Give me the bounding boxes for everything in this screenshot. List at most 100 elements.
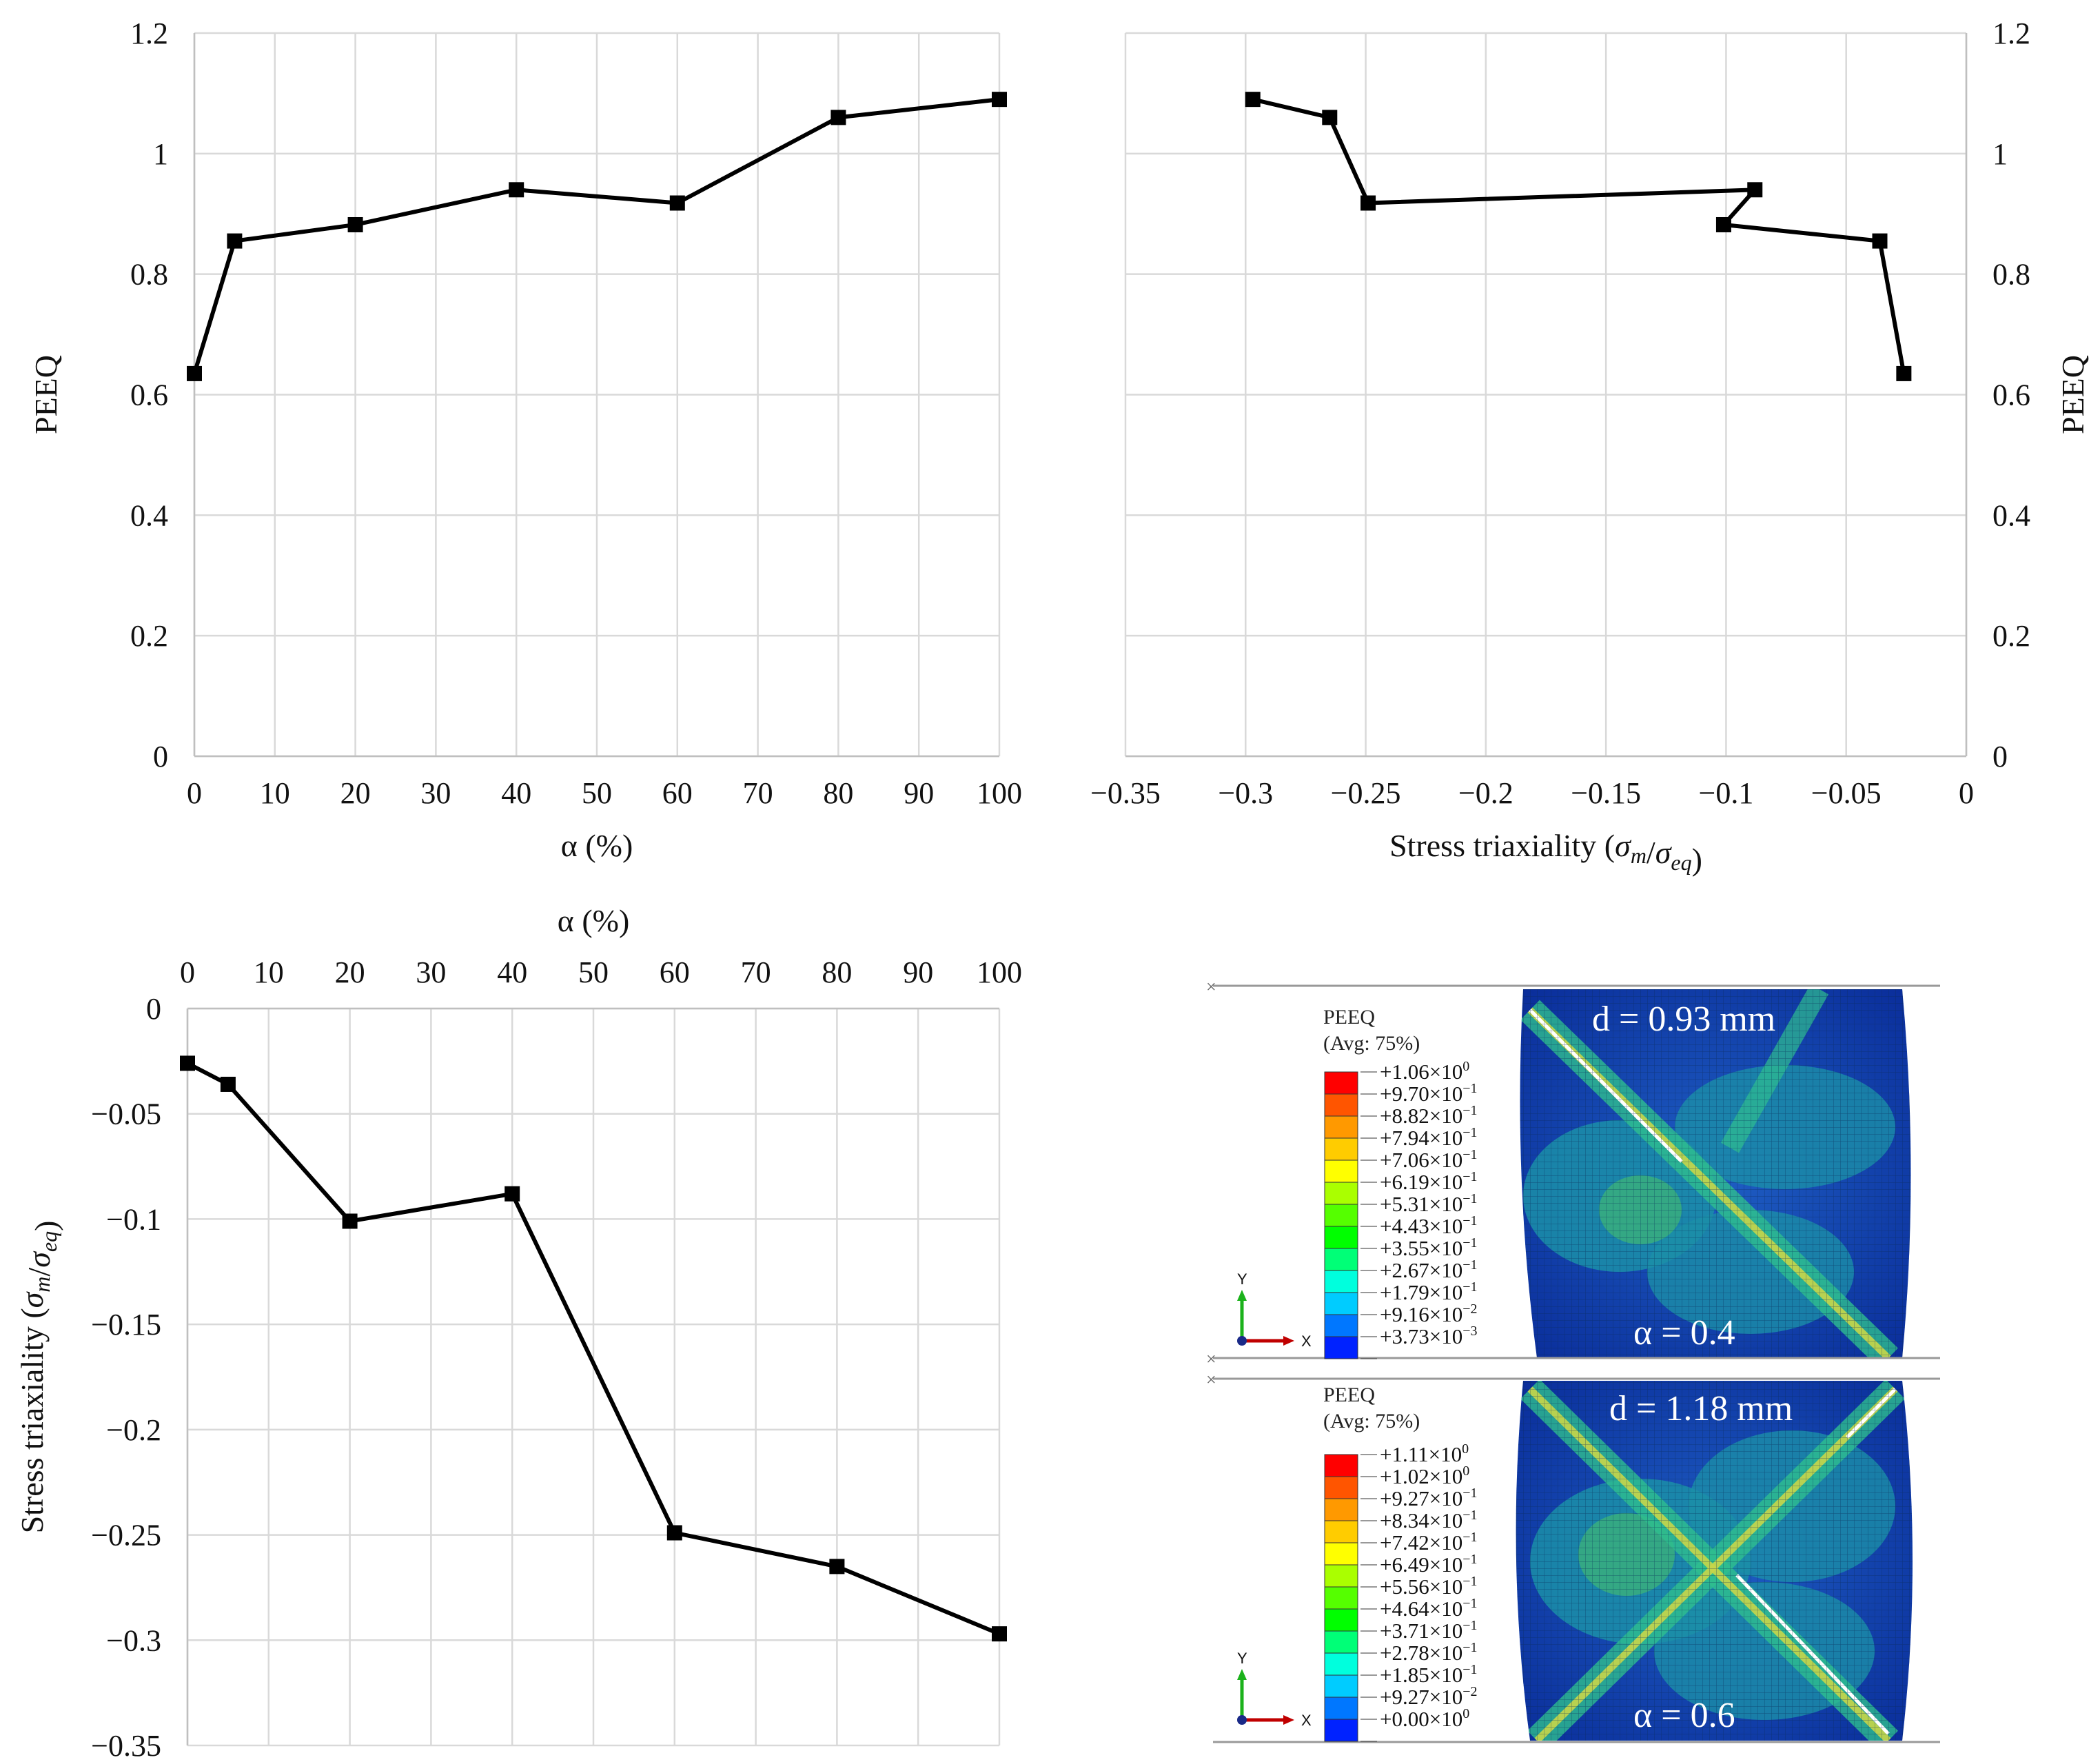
data-point	[1872, 233, 1888, 249]
y-tick-label: −0.1	[106, 1202, 161, 1236]
data-point	[1360, 195, 1376, 211]
y-axis-label: PEEQ	[2055, 355, 2090, 434]
x-tick-label: 20	[335, 955, 365, 989]
simulation-panel-1: × d = 0.93 mm α = 0.4 × PEEQ (Avg: 75%) …	[1206, 977, 1940, 1369]
chart-2: −0.35 −0.3 −0.25 −0.2 −0.15 −0.1 −0.05 00 0.2 0.4…	[1090, 17, 2090, 877]
data-point	[992, 1626, 1007, 1642]
x-tick-label: −0.35	[1090, 776, 1161, 810]
legend-swatch	[1324, 1476, 1358, 1499]
x-tick-label: 80	[823, 776, 853, 810]
data-point	[1715, 216, 1731, 232]
legend-swatch	[1324, 1160, 1358, 1183]
legend-value: +7.42×10−1	[1380, 1530, 1478, 1555]
x-tick-label: 70	[743, 776, 773, 810]
legend-value: +3.73×10−3	[1380, 1324, 1478, 1348]
x-tick-label: 10	[260, 776, 290, 810]
y-tick-label: −0.3	[106, 1623, 161, 1657]
legend-avg-2: (Avg: 75%)	[1323, 1410, 1420, 1432]
legend-value: +1.85×10−1	[1380, 1662, 1478, 1687]
y-tick-label: −0.2	[106, 1413, 161, 1447]
data-point	[666, 1525, 682, 1541]
chart-3: 0 10 20 30 40 50 60 70 80 90 100 0 −0.05 −0.1 −0.15 −0.…	[14, 903, 1022, 1762]
legend-value: +9.16×10−2	[1380, 1302, 1478, 1326]
legend-swatch	[1324, 1270, 1358, 1293]
y-axis-label: Stress triaxiality (σm/σeq)	[14, 1221, 63, 1534]
y-tick-label: 0	[153, 740, 168, 773]
legend-value: +4.43×10−1	[1380, 1213, 1478, 1238]
svg-text:×: ×	[1206, 977, 1216, 997]
legend-swatch	[1324, 1586, 1358, 1610]
legend-swatch	[1324, 1137, 1358, 1161]
y-tick-label: −0.05	[91, 1097, 161, 1131]
data-point	[220, 1076, 236, 1092]
data-point	[1245, 92, 1261, 108]
series-line	[186, 1061, 1001, 1636]
triad-y-label-1: Y	[1237, 1270, 1247, 1288]
legend-value: +8.34×10−1	[1380, 1508, 1478, 1532]
data-point	[1322, 110, 1338, 125]
series-line	[192, 97, 1000, 374]
legend-swatch	[1324, 1093, 1358, 1117]
legend-value: +7.06×10−1	[1380, 1147, 1478, 1172]
data-point	[1896, 365, 1912, 381]
triad-y-label-2: Y	[1237, 1650, 1247, 1667]
data-point	[504, 1186, 520, 1202]
legend-value: +5.31×10−1	[1380, 1191, 1478, 1216]
x-tick-label: 30	[420, 776, 451, 810]
x-tick-label: 50	[578, 955, 609, 989]
simulation-contour-panels: × d = 0.93 mm α = 0.4 × PEEQ (Avg: 75%) …	[1206, 977, 1940, 1743]
legend-swatch	[1324, 1336, 1358, 1359]
y-tick-label: −0.15	[91, 1308, 161, 1341]
chart-1: 0 10 20 30 40 50 60 70 80 90 100 0 0.2 0.4 0.6 0.8 1 1.2 α…	[28, 17, 1022, 863]
x-tick-label: 80	[822, 955, 852, 989]
x-tick-label: 0	[1959, 776, 1974, 810]
data-point	[227, 233, 243, 249]
alpha-label-1: α = 0.4	[1633, 1313, 1735, 1353]
axis-triad-1: Y X	[1237, 1270, 1312, 1350]
legend-value: +5.56×10−1	[1380, 1574, 1478, 1599]
y-tick-label: 0.4	[130, 498, 168, 532]
alpha-label-2: α = 0.6	[1633, 1696, 1735, 1735]
legend-value: +1.11×100	[1380, 1441, 1469, 1466]
legend-swatch	[1324, 1652, 1358, 1676]
distance-label-1: d = 0.93 mm	[1592, 1000, 1775, 1039]
x-axis-label: α (%)	[558, 903, 630, 938]
legend-value: +2.78×10−1	[1380, 1640, 1478, 1665]
y-tick-label: 0.6	[130, 378, 168, 412]
data-point	[347, 216, 363, 232]
svg-text:×: ×	[1206, 1349, 1216, 1369]
data-point	[669, 195, 685, 211]
legend-value: +1.06×100	[1380, 1059, 1469, 1084]
legend-swatch	[1324, 1697, 1358, 1720]
legend-value: +9.27×10−1	[1380, 1486, 1478, 1510]
legend-value: +0.00×100	[1380, 1706, 1469, 1731]
series-line	[1252, 97, 1906, 374]
x-tick-label: −0.3	[1218, 776, 1273, 810]
x-tick-label: 100	[977, 955, 1022, 989]
x-tick-label: 40	[501, 776, 531, 810]
x-tick-label: 90	[904, 776, 934, 810]
legend-swatch	[1324, 1630, 1358, 1654]
legend-value: +3.55×10−1	[1380, 1235, 1478, 1260]
x-tick-label: 0	[187, 776, 202, 810]
y-tick-label: 1	[1992, 137, 2008, 171]
color-legend-1: +1.06×100+9.70×10−1+8.82×10−1+7.94×10−1+…	[1324, 1059, 1478, 1359]
legend-value: +6.19×10−1	[1380, 1169, 1478, 1194]
y-tick-label: 0	[146, 992, 161, 1026]
data-point	[830, 110, 846, 125]
y-tick-label: 0.2	[1992, 619, 2030, 653]
y-tick-label: 0.6	[1992, 378, 2030, 412]
legend-swatch	[1324, 1314, 1358, 1337]
legend-avg-1: (Avg: 75%)	[1323, 1032, 1420, 1055]
y-tick-label: 0.4	[1992, 498, 2030, 532]
data-point	[187, 365, 202, 381]
legend-swatch	[1324, 1226, 1358, 1249]
x-tick-label: 30	[416, 955, 446, 989]
legend-value: +7.94×10−1	[1380, 1125, 1478, 1150]
triad-x-label-1: X	[1301, 1333, 1312, 1350]
x-tick-label: 100	[977, 776, 1022, 810]
triad-x-label-2: X	[1301, 1712, 1312, 1729]
legend-swatch	[1324, 1071, 1358, 1095]
x-tick-label: 60	[660, 955, 690, 989]
x-tick-label: 40	[497, 955, 527, 989]
